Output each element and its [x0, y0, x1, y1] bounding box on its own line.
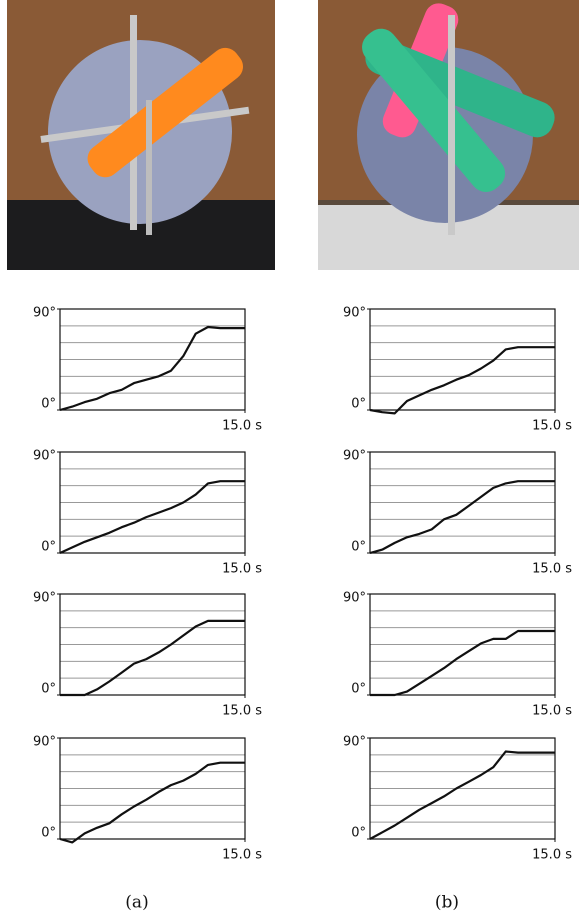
y-tick-label: 90° [33, 449, 56, 464]
figure: (a) (b) 0° 90° 15.0 s 0° 90° 15.0 s 0° 90° 15.0 … [0, 0, 579, 921]
angle-line [60, 481, 245, 553]
y-tick-label: 0° [41, 540, 56, 555]
angle-line [60, 763, 245, 843]
angle-line [60, 327, 245, 410]
y-tick-label: 90° [33, 306, 56, 321]
y-tick-label: 0° [41, 397, 56, 412]
y-tick-label: 0° [351, 826, 366, 841]
x-tick-label: 15.0 s [222, 704, 262, 719]
x-tick-label: 15.0 s [222, 419, 262, 434]
angle-line [60, 621, 245, 695]
x-tick-label: 15.0 s [532, 562, 572, 577]
y-tick-label: 90° [343, 591, 366, 606]
y-tick-label: 0° [41, 826, 56, 841]
y-tick-label: 90° [33, 591, 56, 606]
y-tick-label: 90° [33, 735, 56, 750]
y-tick-label: 90° [343, 735, 366, 750]
y-tick-label: 90° [343, 306, 366, 321]
x-tick-label: 15.0 s [532, 848, 572, 863]
angle-line [370, 752, 555, 840]
photo-b [318, 0, 579, 270]
angle-line [370, 347, 555, 413]
y-tick-label: 90° [343, 449, 366, 464]
y-tick-label: 0° [351, 682, 366, 697]
x-tick-label: 15.0 s [532, 419, 572, 434]
x-tick-label: 15.0 s [532, 704, 572, 719]
angle-line [370, 631, 555, 695]
x-tick-label: 15.0 s [222, 848, 262, 863]
y-tick-label: 0° [351, 540, 366, 555]
y-tick-label: 0° [41, 682, 56, 697]
angle-line [370, 481, 555, 553]
photo-a [7, 0, 275, 270]
y-tick-label: 0° [351, 397, 366, 412]
x-tick-label: 15.0 s [222, 562, 262, 577]
caption: (a) [125, 893, 148, 913]
caption: (b) [435, 893, 459, 913]
